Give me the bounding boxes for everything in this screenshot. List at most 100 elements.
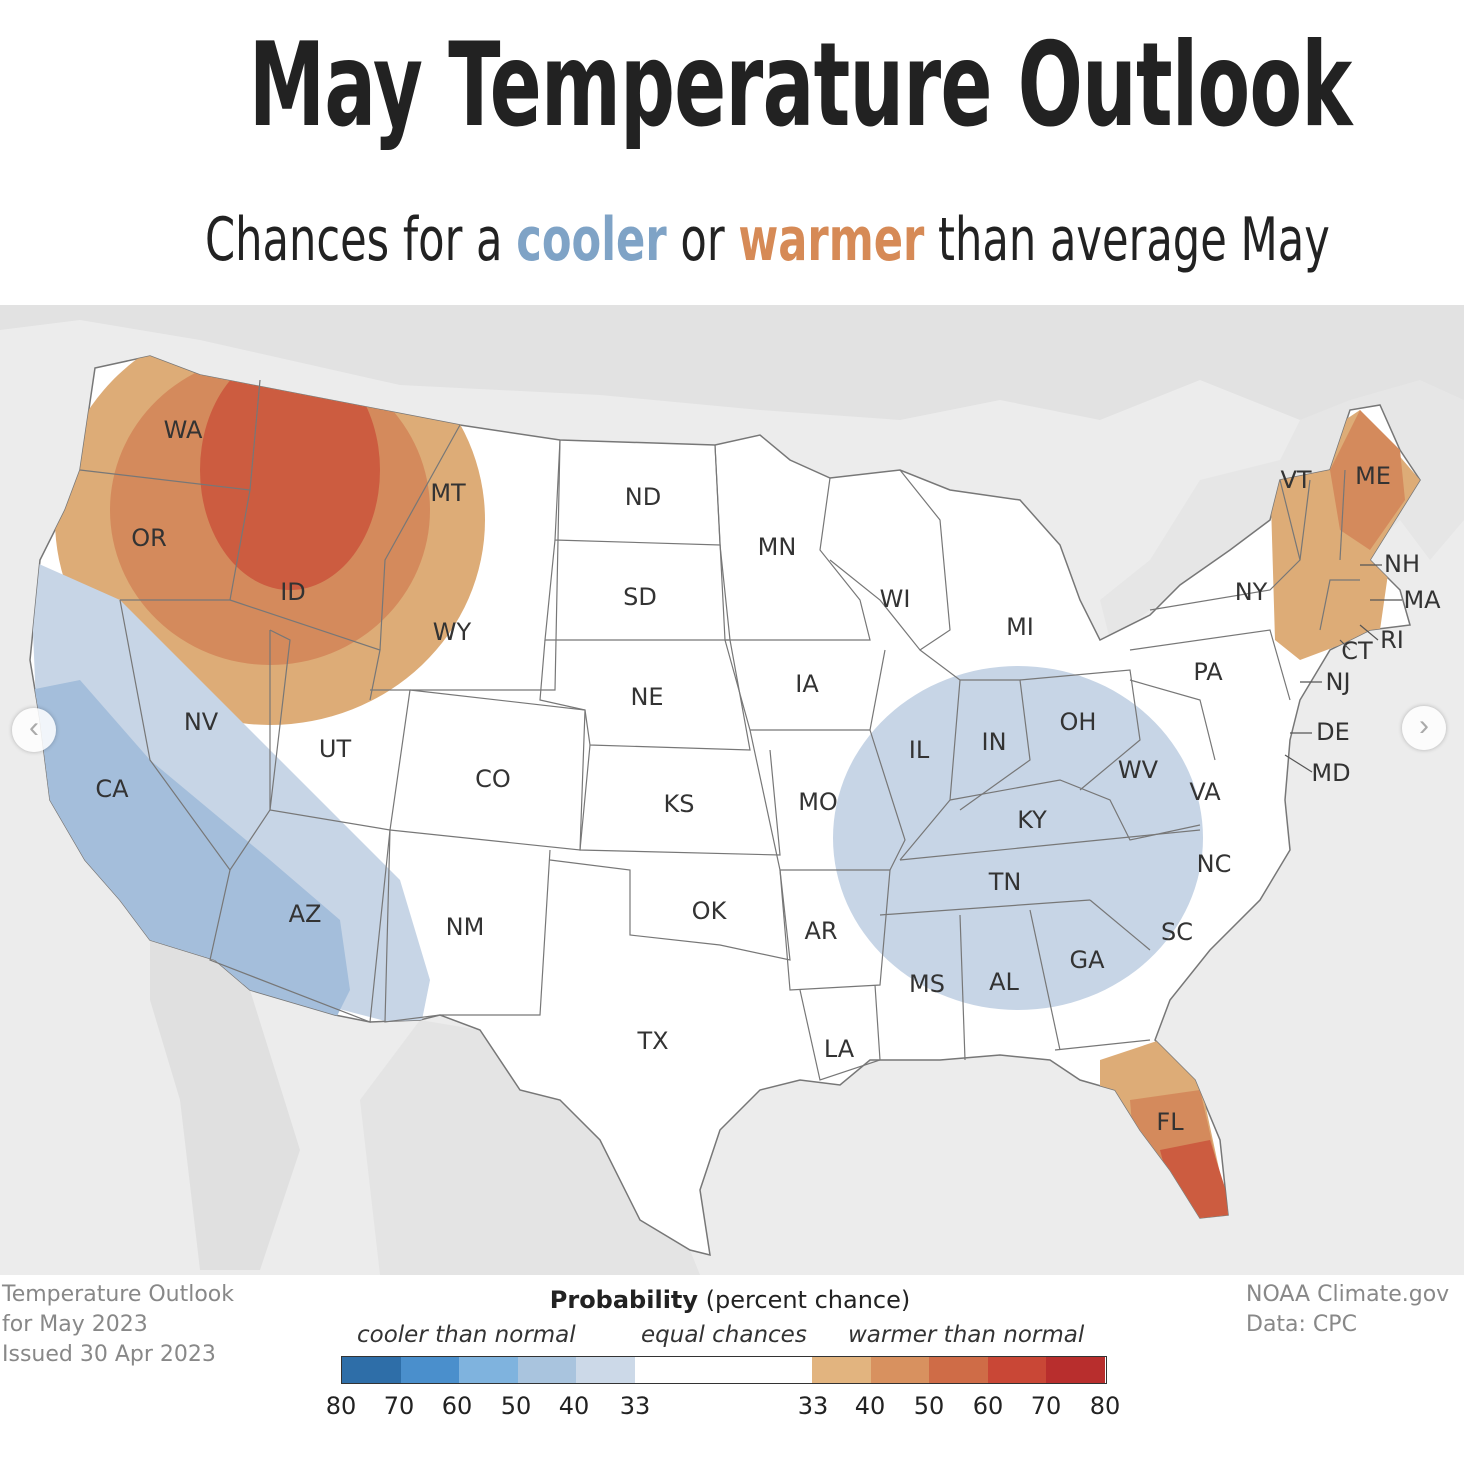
label-nd: ND <box>625 483 661 511</box>
subtitle-middle: or <box>680 205 725 275</box>
label-in: IN <box>981 728 1006 756</box>
carousel-prev-button[interactable]: ‹ <box>12 708 56 752</box>
leader-lines <box>1284 564 1402 773</box>
label-ma: MA <box>1403 586 1441 614</box>
label-sc: SC <box>1161 918 1193 946</box>
legend-title-rest: (percent chance) <box>705 1286 911 1314</box>
legend-tick-label: 70 <box>383 1392 415 1420</box>
state-labels: WA OR CA ID NV MT WY UT AZ CO NM ND SD N… <box>95 416 1441 1136</box>
state-borders <box>79 379 1360 1081</box>
subtitle-cool-word: cooler <box>516 205 667 275</box>
label-pa: PA <box>1193 658 1223 686</box>
label-ri: RI <box>1380 626 1404 654</box>
label-ia: IA <box>795 670 819 698</box>
legend-color-bar <box>341 1356 1107 1384</box>
legend-swatch <box>929 1357 988 1383</box>
label-az: AZ <box>289 900 322 928</box>
credit-line: Issued 30 Apr 2023 <box>2 1342 216 1367</box>
mexico-mainland <box>360 1020 700 1275</box>
label-co: CO <box>475 765 511 793</box>
label-nh: NH <box>1384 550 1420 578</box>
label-al: AL <box>989 968 1019 996</box>
label-ga: GA <box>1069 946 1105 974</box>
canada-region <box>0 305 1464 440</box>
label-ky: KY <box>1017 806 1047 834</box>
legend-tick-label: 33 <box>797 1392 829 1420</box>
label-mt: MT <box>430 479 466 507</box>
carousel-next-button[interactable]: › <box>1402 706 1446 750</box>
label-mn: MN <box>758 533 797 561</box>
label-or: OR <box>131 524 167 552</box>
legend-tick-label: 80 <box>325 1392 357 1420</box>
legend-swatch <box>459 1357 518 1383</box>
page-title: May Temperature Outlook <box>248 18 1352 153</box>
legend-tick-label: 60 <box>972 1392 1004 1420</box>
label-ny: NY <box>1235 578 1268 606</box>
label-wi: WI <box>880 585 911 613</box>
label-nj: NJ <box>1325 668 1350 696</box>
legend-swatch <box>1046 1357 1105 1383</box>
legend-swatch <box>812 1357 871 1383</box>
legend-swatch <box>871 1357 929 1383</box>
legend-tick-label: 50 <box>913 1392 945 1420</box>
page-subtitle: Chances for a cooler or warmer than aver… <box>204 205 1330 275</box>
warm-50-60-west <box>200 356 380 590</box>
label-ar: AR <box>804 917 837 945</box>
label-fl: FL <box>1156 1108 1184 1136</box>
label-ca: CA <box>95 775 129 803</box>
label-ok: OK <box>692 897 728 925</box>
label-vt: VT <box>1280 466 1311 494</box>
label-ut: UT <box>319 735 352 763</box>
source-credit: NOAA Climate.gov Data: CPC <box>1246 1280 1449 1340</box>
legend-cooler-label: cooler than normal <box>357 1322 576 1348</box>
label-tx: TX <box>636 1027 668 1055</box>
label-ne: NE <box>630 683 663 711</box>
legend-swatch <box>576 1357 635 1383</box>
label-wa: WA <box>164 416 203 444</box>
legend-tick-label: 80 <box>1089 1392 1121 1420</box>
legend-title-bold: Probability <box>549 1286 699 1314</box>
legend-tick-label: 33 <box>619 1392 651 1420</box>
label-nc: NC <box>1197 850 1232 878</box>
warm-40-50-maine <box>1330 410 1405 550</box>
subtitle-suffix: than average May <box>938 205 1330 275</box>
label-md: MD <box>1311 759 1350 787</box>
label-de: DE <box>1316 718 1350 746</box>
label-ct: CT <box>1341 637 1373 665</box>
legend-swatch <box>988 1357 1046 1383</box>
cool-33-40-east <box>833 666 1203 1010</box>
credit-line: for May 2023 <box>2 1312 148 1337</box>
subtitle-warm-word: warmer <box>738 205 925 275</box>
label-ms: MS <box>909 970 945 998</box>
outlook-credit: Temperature Outlook for May 2023 Issued … <box>2 1280 234 1370</box>
label-oh: OH <box>1060 708 1097 736</box>
label-va: VA <box>1189 778 1221 806</box>
label-la: LA <box>824 1035 855 1063</box>
legend-tick-label: 40 <box>558 1392 590 1420</box>
label-mo: MO <box>798 788 838 816</box>
legend-tick-label: 50 <box>500 1392 532 1420</box>
legend-tick-label: 70 <box>1030 1392 1062 1420</box>
legend-swatch <box>342 1357 401 1383</box>
label-il: IL <box>909 736 930 764</box>
legend-swatch <box>401 1357 459 1383</box>
label-ks: KS <box>664 790 695 818</box>
label-wy: WY <box>433 618 472 646</box>
label-sd: SD <box>623 583 657 611</box>
legend-title: Probability (percent chance) <box>340 1286 1120 1314</box>
subtitle-prefix: Chances for a <box>204 205 503 275</box>
label-id: ID <box>280 578 306 606</box>
legend-warmer-label: warmer than normal <box>848 1322 1085 1348</box>
label-nm: NM <box>446 913 485 941</box>
label-tn: TN <box>988 868 1022 896</box>
legend-swatch <box>635 1357 812 1383</box>
label-nv: NV <box>184 708 219 736</box>
legend-tick-label: 40 <box>854 1392 886 1420</box>
source-line: Data: CPC <box>1246 1312 1357 1337</box>
source-line: NOAA Climate.gov <box>1246 1282 1450 1307</box>
legend-tick-label: 60 <box>441 1392 473 1420</box>
cool-40-50-southwest <box>30 680 350 1030</box>
label-me: ME <box>1355 462 1391 490</box>
label-wv: WV <box>1118 756 1159 784</box>
label-mi: MI <box>1006 613 1034 641</box>
